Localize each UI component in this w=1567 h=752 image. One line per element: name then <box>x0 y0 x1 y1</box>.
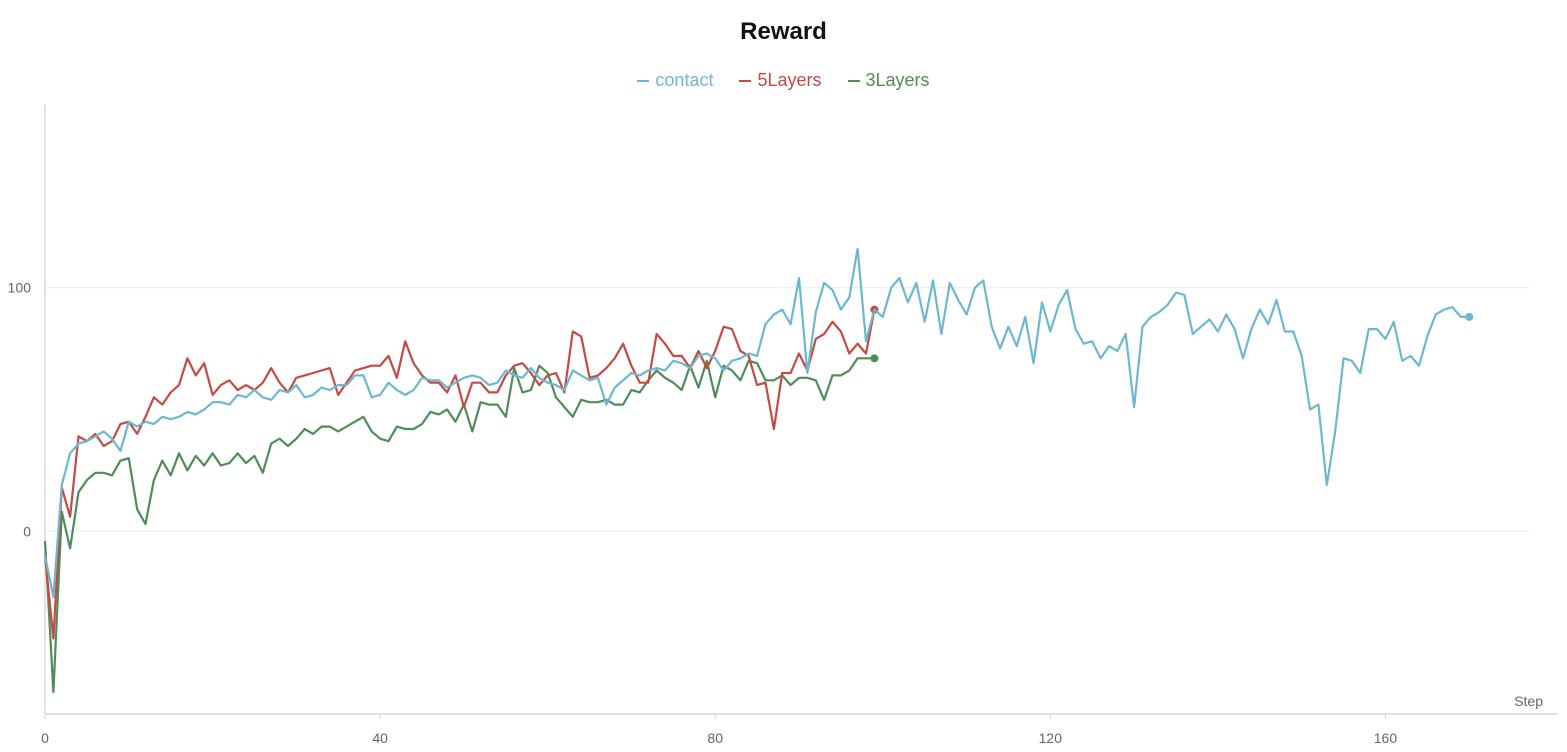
chart-title: Reward <box>740 18 827 45</box>
legend-item-5layers[interactable]: 5Layers <box>739 70 822 91</box>
series-endpoint-contact <box>1465 312 1474 321</box>
x-tick-label-160: 160 <box>1374 730 1398 746</box>
series-endpoint-3layers <box>870 354 879 363</box>
series-line-5layers <box>43 309 876 640</box>
y-tick-label-0: 0 <box>23 523 31 539</box>
x-tick-label-120: 120 <box>1039 730 1063 746</box>
legend: contact 5Layers 3Layers <box>0 70 1567 91</box>
y-tick-label-100: 100 <box>8 280 32 296</box>
x-tick-label-0: 0 <box>41 730 49 746</box>
legend-item-contact[interactable]: contact <box>637 70 713 91</box>
x-tick-label-40: 40 <box>372 730 388 746</box>
x-tick-label-80: 80 <box>707 730 723 746</box>
legend-swatch-contact <box>637 79 650 82</box>
series-line-3layers <box>43 357 875 694</box>
series-line-contact <box>43 247 1470 599</box>
legend-label-contact: contact <box>655 70 714 90</box>
legend-item-3layers[interactable]: 3Layers <box>847 70 930 91</box>
x-axis-label: Step <box>1514 693 1543 709</box>
legend-swatch-5layers <box>739 79 752 82</box>
legend-swatch-3layers <box>847 79 860 82</box>
legend-label-3layers: 3Layers <box>865 70 930 90</box>
legend-label-5layers: 5Layers <box>757 70 822 90</box>
